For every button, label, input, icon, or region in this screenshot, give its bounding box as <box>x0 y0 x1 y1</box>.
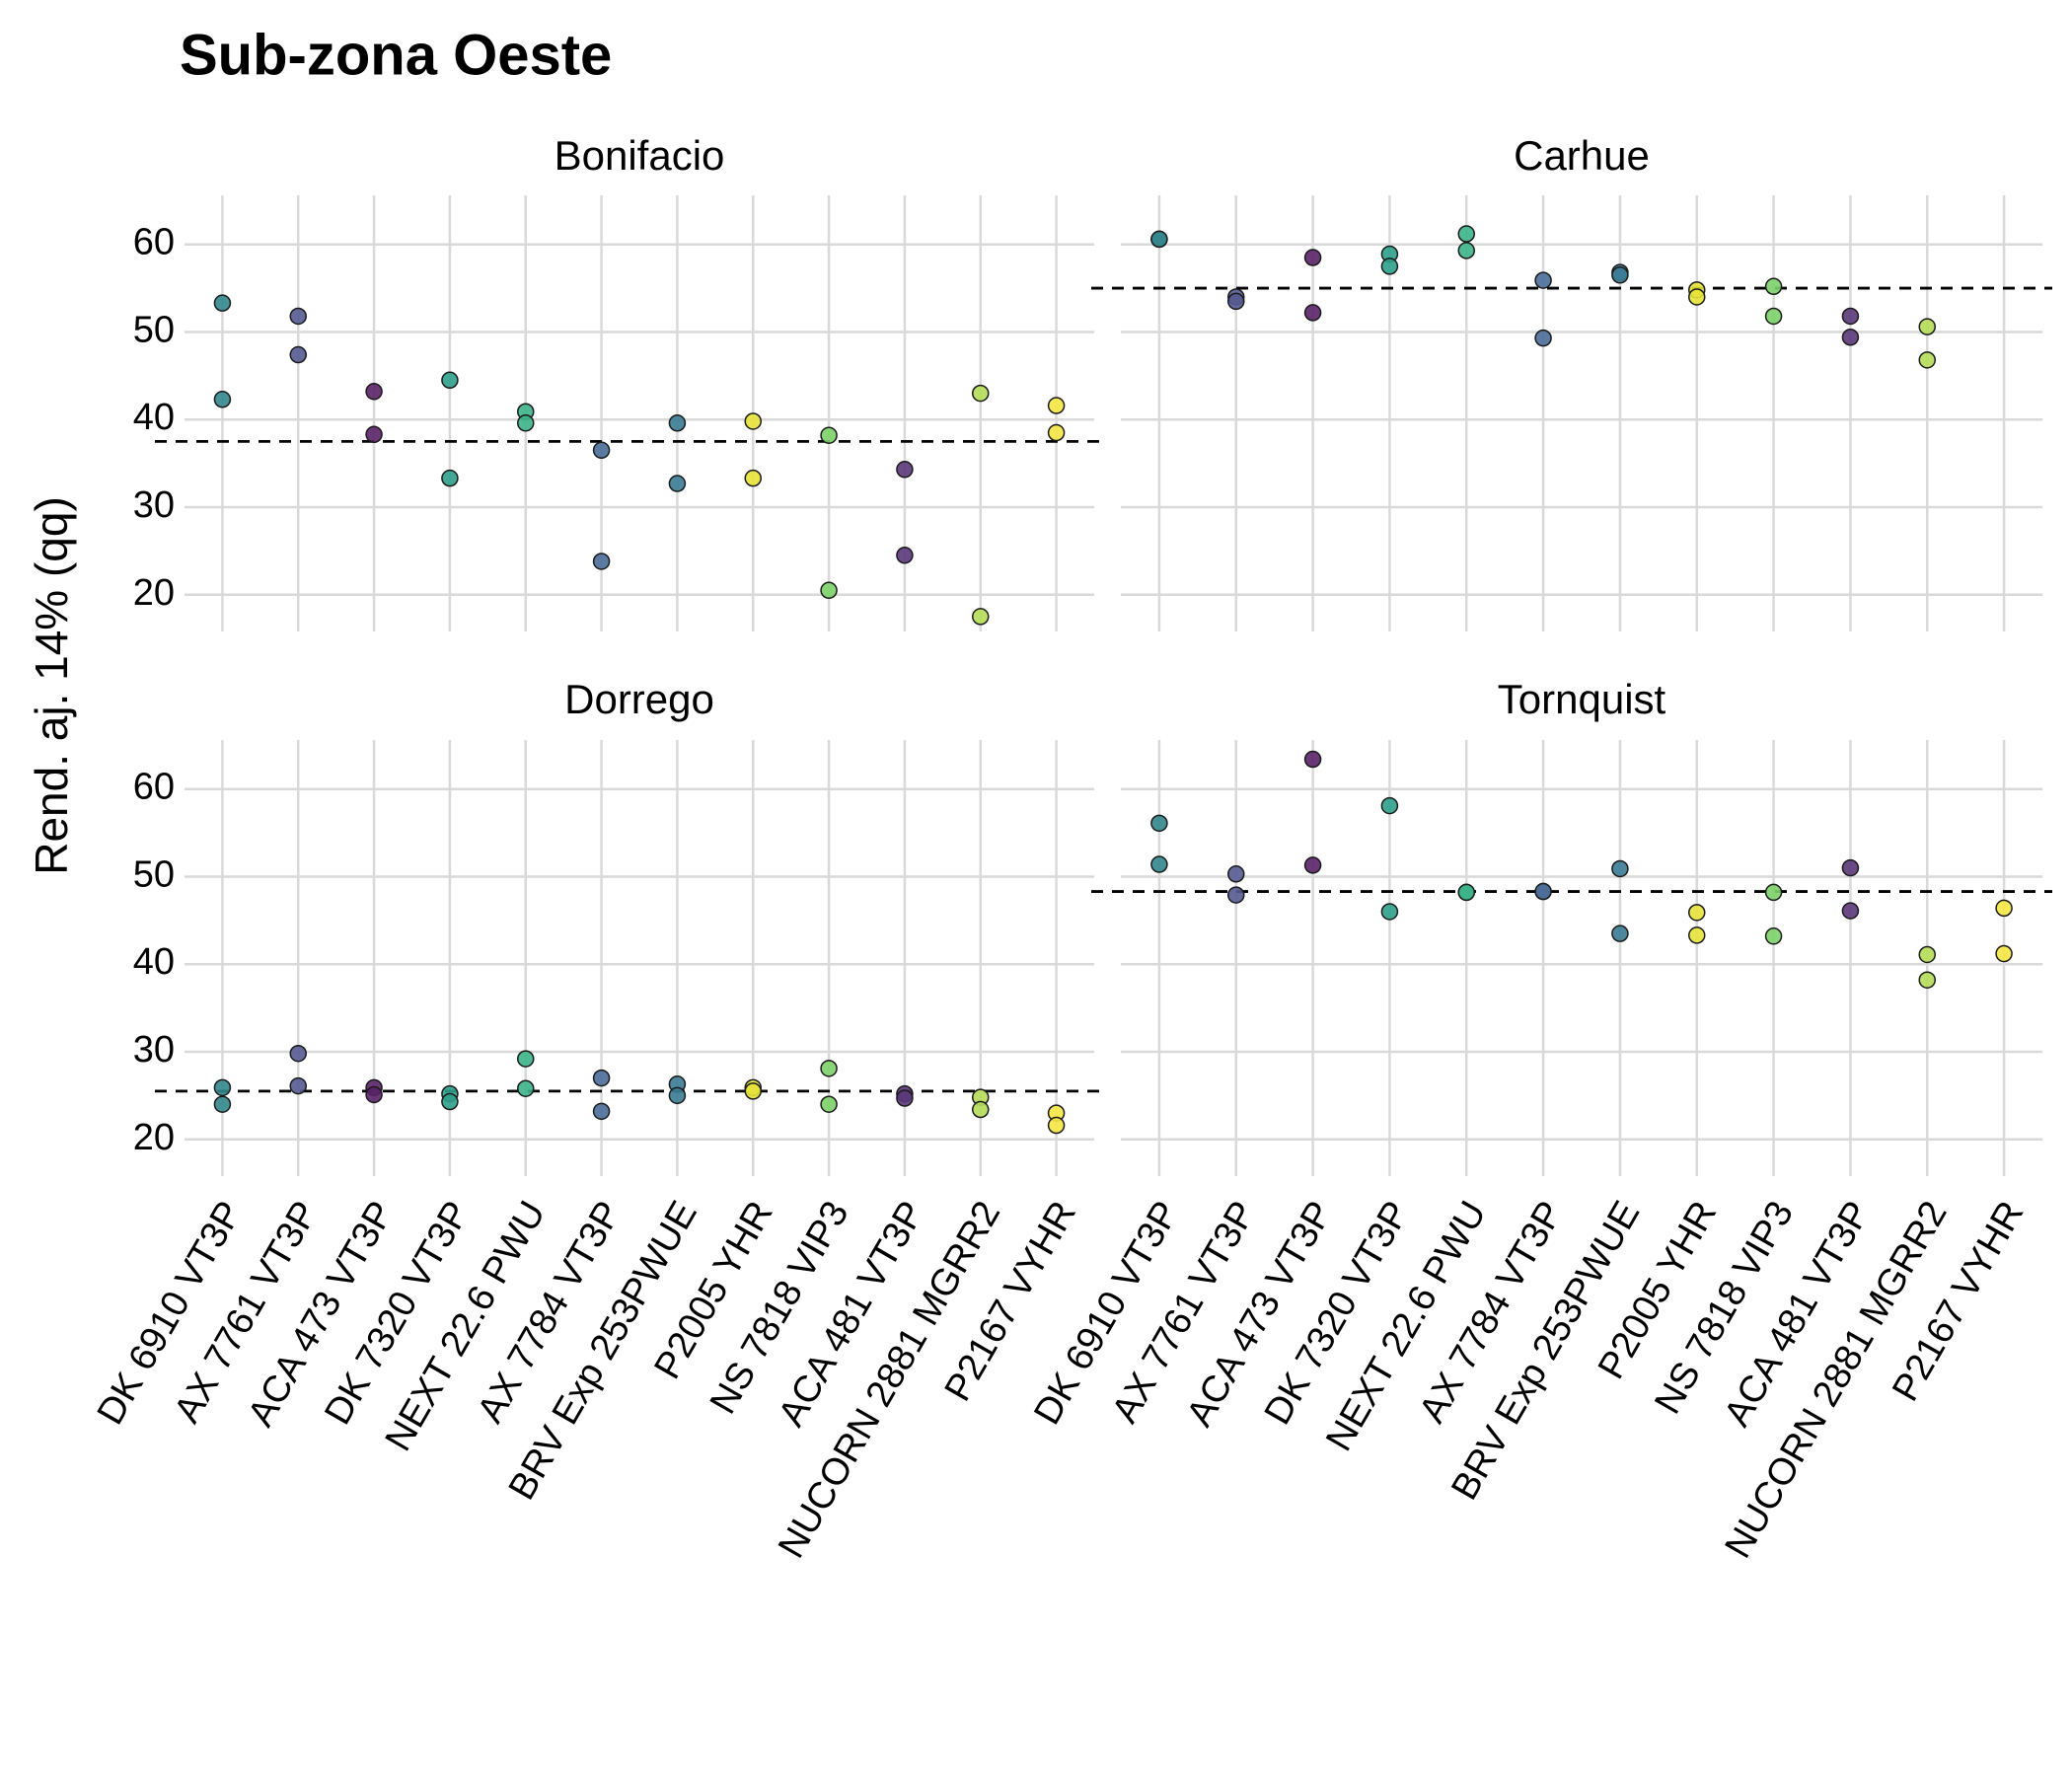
point <box>1303 249 1322 266</box>
point <box>1047 1116 1066 1135</box>
y-tick-label: 30 <box>133 1029 175 1071</box>
point <box>1227 292 1245 311</box>
point <box>592 1069 611 1087</box>
point <box>668 414 687 432</box>
point <box>1227 865 1245 883</box>
point <box>1611 266 1629 284</box>
point <box>1227 886 1245 904</box>
point <box>1380 258 1399 275</box>
point <box>517 1079 535 1097</box>
y-tick-label: 60 <box>133 222 175 263</box>
point <box>213 294 232 312</box>
point <box>1047 423 1066 442</box>
facet-title: Carhue <box>1514 132 1650 179</box>
point <box>820 1095 838 1113</box>
point <box>213 1095 232 1113</box>
point <box>1380 796 1399 815</box>
y-tick-label: 50 <box>133 309 175 350</box>
point <box>668 475 687 492</box>
point <box>1841 307 1860 326</box>
y-tick-label: 30 <box>133 484 175 526</box>
point <box>1764 927 1783 945</box>
point <box>1457 883 1475 902</box>
point <box>1534 882 1552 901</box>
point <box>365 425 383 444</box>
point <box>213 1078 232 1097</box>
point <box>213 391 232 408</box>
point <box>592 1102 611 1121</box>
y-tick-label: 40 <box>133 397 175 438</box>
point <box>1841 858 1860 877</box>
y-tick-label: 20 <box>133 572 175 614</box>
point <box>592 441 611 460</box>
point <box>1918 351 1936 369</box>
y-tick-label: 20 <box>133 1117 175 1158</box>
point <box>1303 304 1322 322</box>
point <box>592 553 611 570</box>
point <box>365 1085 383 1104</box>
y-tick-label: 40 <box>133 941 175 983</box>
point <box>972 1100 990 1119</box>
point <box>517 1050 535 1068</box>
point <box>441 371 459 390</box>
point <box>1995 944 2013 963</box>
point <box>668 1086 687 1105</box>
point <box>517 414 535 432</box>
point <box>1995 899 2013 918</box>
point <box>1918 318 1936 335</box>
point <box>289 307 307 326</box>
point <box>820 1060 838 1077</box>
point <box>1611 925 1629 942</box>
point <box>744 1082 762 1100</box>
point <box>972 608 990 626</box>
point <box>441 469 459 487</box>
point <box>896 547 914 564</box>
point <box>289 1076 307 1095</box>
facet-title: Tornquist <box>1498 676 1666 722</box>
point <box>1534 271 1552 289</box>
point <box>820 426 838 444</box>
point <box>744 412 762 430</box>
point <box>1534 329 1552 347</box>
point <box>1457 242 1475 259</box>
point <box>972 384 990 403</box>
point <box>1764 307 1783 326</box>
point <box>1918 971 1936 989</box>
point <box>1841 902 1860 920</box>
point <box>1150 814 1168 833</box>
y-tick-label: 60 <box>133 767 175 808</box>
point <box>820 581 838 600</box>
point <box>1764 883 1783 902</box>
point <box>1150 855 1168 873</box>
point <box>365 383 383 401</box>
point <box>744 469 762 487</box>
point <box>1457 225 1475 243</box>
point <box>1688 904 1706 922</box>
point <box>1688 926 1706 944</box>
point <box>896 1089 914 1107</box>
chart-title: Sub-zona Oeste <box>180 23 612 87</box>
point <box>1150 230 1168 249</box>
point <box>1764 277 1783 296</box>
point <box>441 1092 459 1111</box>
point <box>1303 750 1322 769</box>
point <box>289 345 307 364</box>
point <box>1611 859 1629 878</box>
facet-title: Dorrego <box>564 676 714 722</box>
point <box>1303 856 1322 874</box>
y-tick-label: 50 <box>133 853 175 895</box>
point <box>1841 329 1860 346</box>
point <box>1380 903 1399 921</box>
y-axis-label: Rend. aj. 14% (qq) <box>26 496 77 875</box>
point <box>1918 945 1936 964</box>
point <box>1047 397 1066 414</box>
point <box>896 461 914 479</box>
point <box>1688 288 1706 306</box>
point <box>289 1044 307 1063</box>
facet-title: Bonifacio <box>555 132 725 179</box>
